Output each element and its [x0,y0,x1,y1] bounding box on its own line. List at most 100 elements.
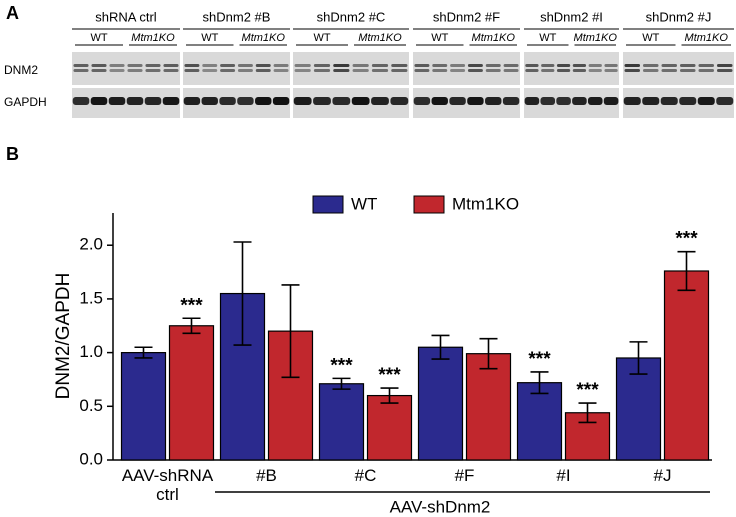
genotype-label: WT [90,32,107,44]
blot-band [351,97,370,105]
blot-strip [72,52,180,85]
blot-band [255,64,271,67]
blot-band [541,69,555,72]
blot-band [352,69,369,72]
lane-label: shDnm2 #C [317,9,386,24]
genotype-label: WT [313,32,330,44]
blot-band [201,97,218,105]
blot-band [661,69,678,72]
blot-band [467,69,483,72]
blot-strip [524,52,619,85]
blot-band [503,69,519,72]
y-tick-label: 0.0 [79,449,103,468]
genotype-label: WT [539,32,556,44]
blot-band [503,64,519,67]
lane-label: shDnm2 #F [433,9,500,24]
blot-band [332,97,351,105]
blot-strip [293,88,409,118]
blot-band [697,97,715,105]
blot-band [273,64,289,67]
blot-band [603,97,619,105]
significance: *** [576,380,599,401]
bar [465,353,512,461]
blot-band [184,69,200,72]
blot-row-label: DNM2 [4,63,38,77]
legend-label: WT [351,194,377,213]
blot-band [162,97,180,105]
bar [168,325,215,461]
blot-band [127,64,143,67]
blot-strip [623,88,734,118]
genotype-label: WT [201,32,218,44]
blot-band [413,97,431,105]
significance: *** [378,365,401,386]
blot-band [604,69,618,72]
blot-band [432,69,448,72]
blot-band [467,64,483,67]
blot-band [642,64,659,67]
significance: *** [528,349,551,370]
x-tick-label: #C [354,466,377,485]
genotype-label: Mtm1KO [131,32,175,44]
blot-band [587,97,603,105]
blot-band [414,69,430,72]
lane-label: shDnm2 #J [646,9,712,24]
blot-band [572,64,587,67]
blot-band [313,97,331,105]
significance: *** [330,355,353,376]
blot-band [716,69,733,72]
blot-band [108,97,126,105]
blot-band [541,64,555,67]
blot-band [237,64,253,67]
blot-band [273,69,289,72]
blot-strip [413,88,520,118]
blot-band [432,64,448,67]
blot-band [502,97,520,105]
blot-band [91,69,107,72]
blot-band [540,97,556,105]
legend-label: Mtm1KO [452,194,519,213]
blot-band [272,97,290,105]
significance: *** [180,295,203,316]
blot-band [449,97,466,105]
bar [366,394,413,461]
y-tick-label: 1.0 [79,342,103,361]
blot-band [237,69,253,72]
blot-band [73,69,89,72]
genotype-label: WT [431,32,448,44]
genotype-label: Mtm1KO [242,32,286,44]
blot-band [352,64,369,67]
y-axis-label: DNM2/GAPDH [53,273,74,400]
blot-strip [623,52,734,85]
blot-band [237,97,254,105]
blot-band [572,97,587,105]
lane-label: shDnm2 #B [203,9,271,24]
group-label: AAV-shDnm2 [390,497,491,516]
blot-band [485,69,501,72]
blot-strip [524,88,619,118]
blot-band [679,97,697,105]
blot-strip [72,88,180,118]
blot-strip [183,88,290,118]
blot-band [333,69,350,72]
blot-band [255,97,272,105]
blot-band [109,64,125,67]
blot-band [588,69,602,72]
x-tick-label: #I [556,466,571,485]
blot-band [333,64,350,67]
blot-band [450,69,466,72]
genotype-label: Mtm1KO [685,32,729,44]
blot-band [294,69,311,72]
blot-band [390,97,409,105]
blot-band [126,97,144,105]
genotype-label: Mtm1KO [574,32,618,44]
blot-band [145,69,161,72]
blot-band [255,69,271,72]
blot-band [556,97,571,105]
blot-band [450,64,466,67]
blot-band [556,64,571,67]
blot-strip [183,52,290,85]
blot-strip [413,52,520,85]
